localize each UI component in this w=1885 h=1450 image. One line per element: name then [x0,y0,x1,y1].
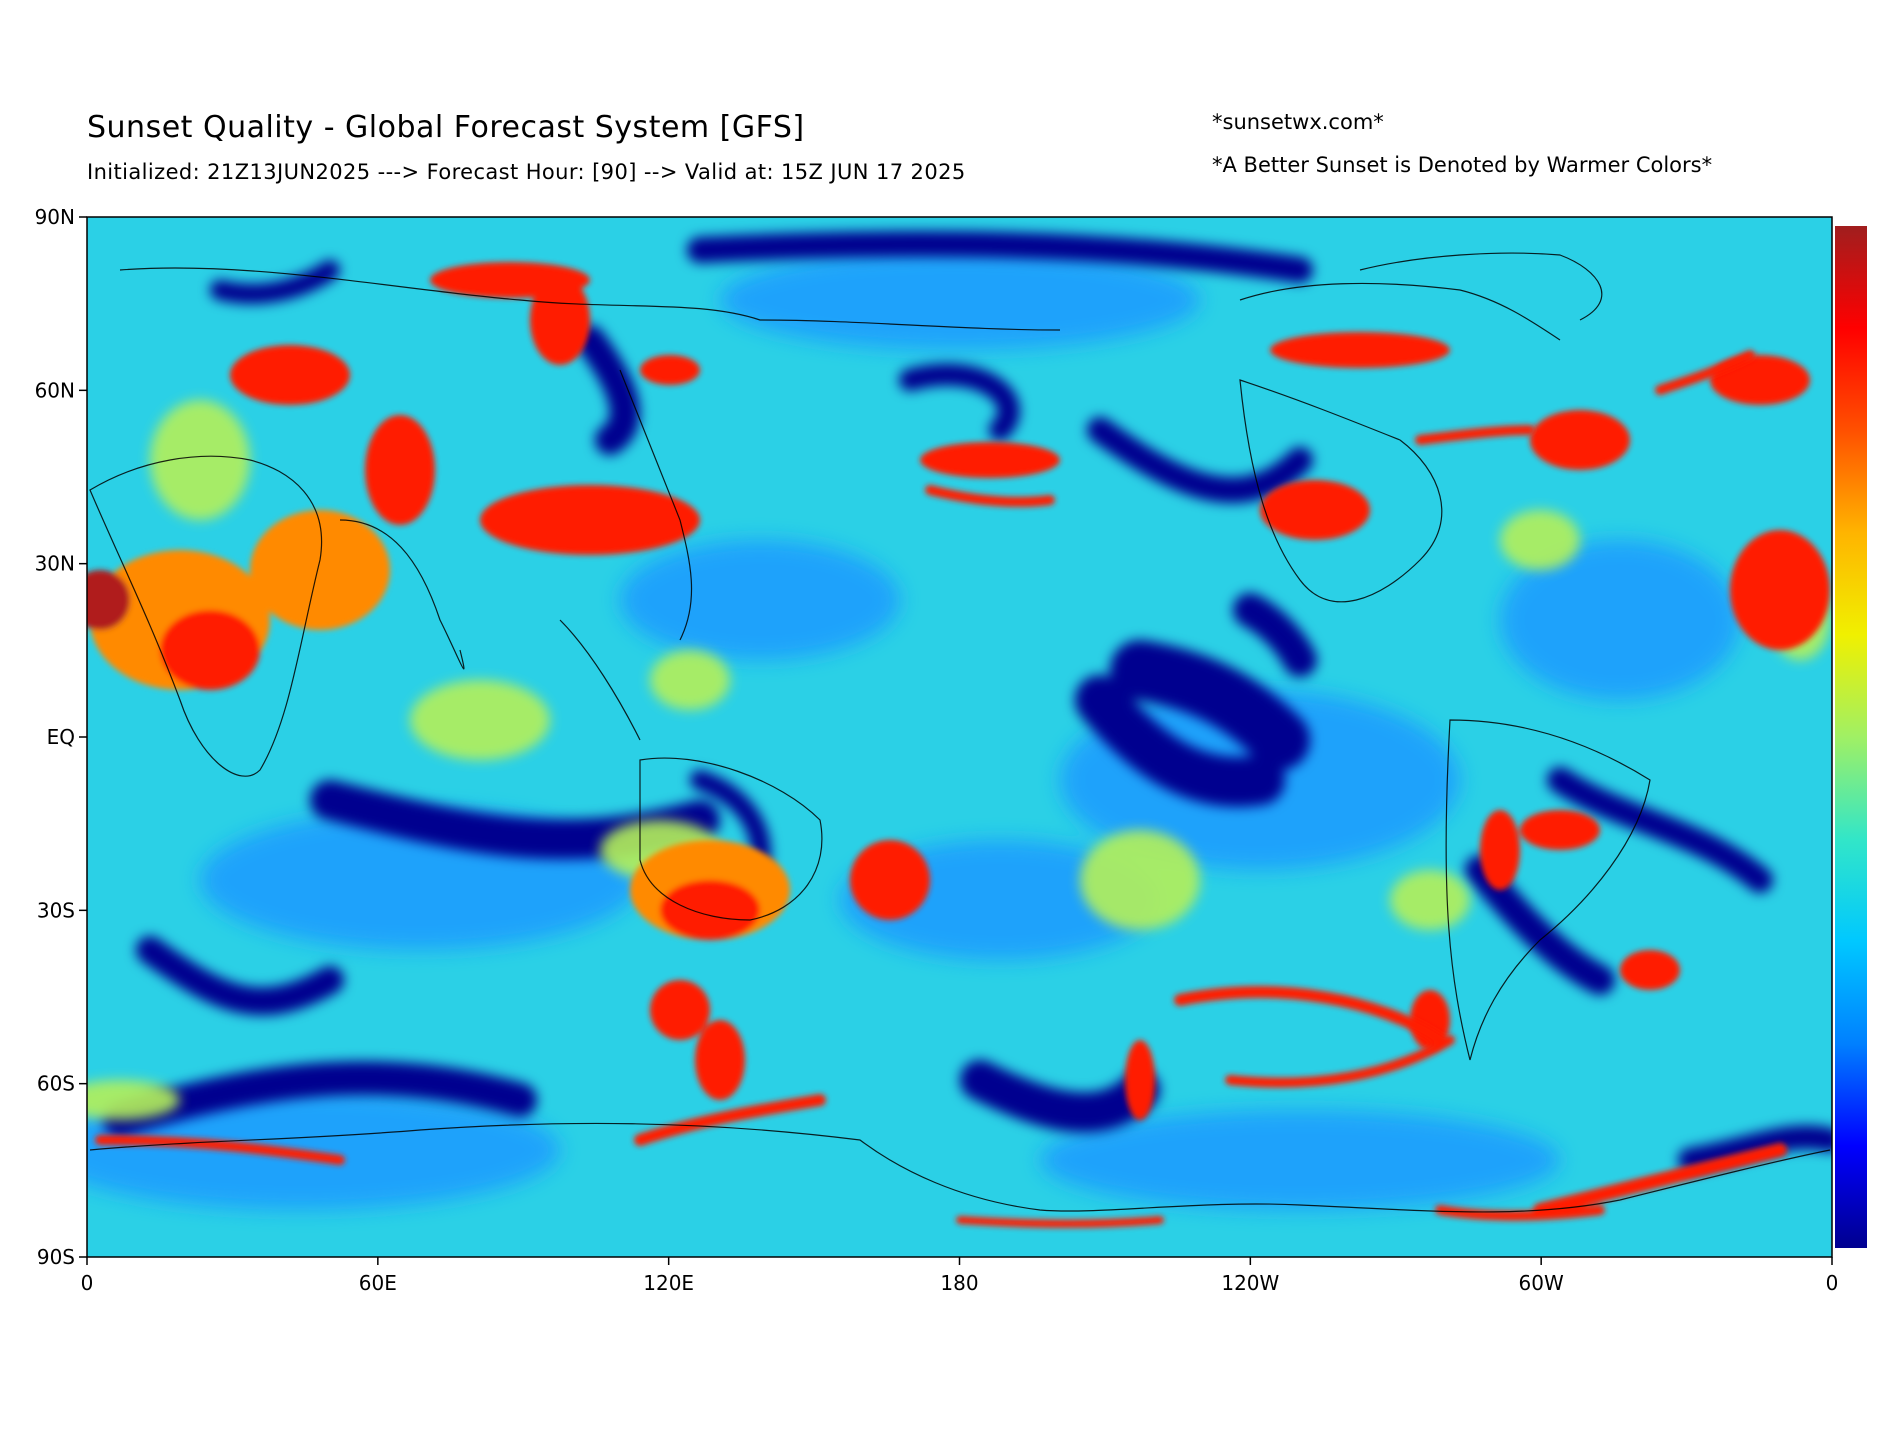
lat-tick-label: 90S [37,1245,75,1269]
latitude-axis: 90N 60N 30N EQ 30S 60S 90S [35,205,87,1269]
lon-tick-label: 180 [940,1271,978,1295]
lon-tick-label: 60W [1519,1271,1564,1295]
red-regions [87,262,1830,1120]
lat-tick-label: 30N [35,552,75,576]
coastlines [89,252,1831,1213]
lat-tick-label: 60N [35,378,75,402]
map-title: Sunset Quality - Global Forecast System … [87,110,805,145]
longitude-axis: 0 60E 120E 180 120W 60W 0 [81,1257,1839,1295]
lat-tick-label: 30S [37,898,75,922]
lon-tick-label: 60E [359,1271,397,1295]
yellow-regions [87,400,1830,1120]
lon-tick-label: 0 [1826,1271,1839,1295]
lat-tick-label: EQ [47,725,75,749]
lat-tick-label: 90N [35,205,75,229]
colorbar [1835,226,1867,1248]
lon-tick-label: 120W [1221,1271,1279,1295]
red-bands [95,350,1787,1228]
color-note: *A Better Sunset is Denoted by Warmer Co… [1212,153,1713,177]
forecast-subtitle: Initialized: 21Z13JUN2025 ---> Forecast … [87,160,966,184]
lon-tick-label: 0 [81,1271,94,1295]
forecast-field [87,217,1832,1257]
light-blue-regions [87,250,1740,1210]
source-credit: *sunsetwx.com* [1212,110,1384,134]
lat-tick-label: 60S [37,1072,75,1096]
lon-tick-label: 120E [643,1271,694,1295]
